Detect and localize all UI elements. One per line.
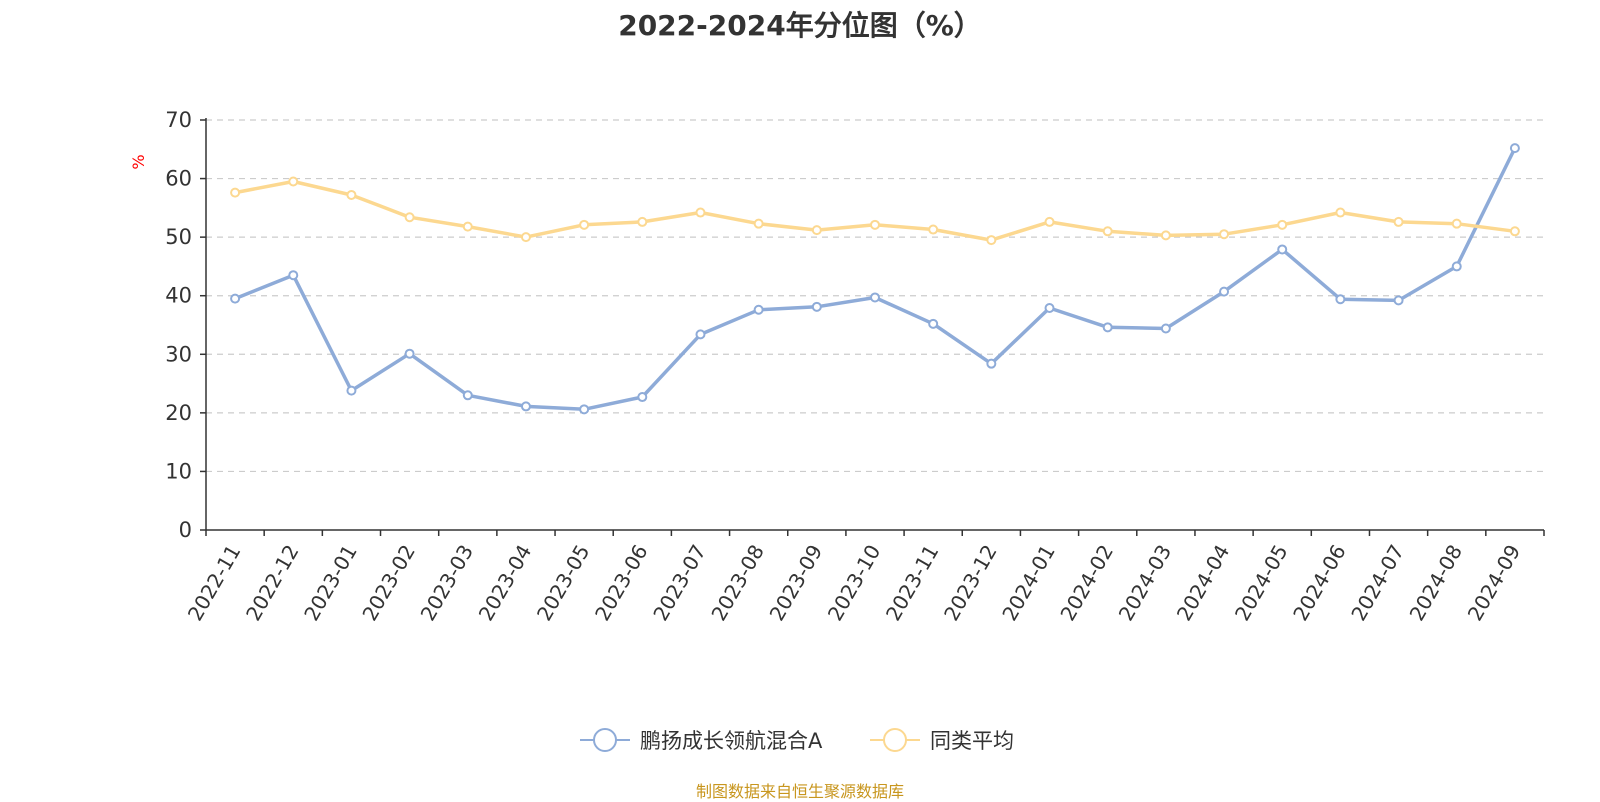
x-tick-label: 2024-08 <box>1404 541 1467 625</box>
x-tick-label: 2024-07 <box>1346 541 1409 625</box>
data-point[interactable] <box>404 348 415 359</box>
x-tick-label: 2023-01 <box>299 541 362 625</box>
y-tick-label: 50 <box>165 225 192 249</box>
data-point[interactable] <box>1451 261 1462 272</box>
legend-label: 同类平均 <box>930 729 1014 753</box>
data-point[interactable] <box>288 176 299 187</box>
legend[interactable]: 鹏扬成长领航混合A 同类平均 <box>580 728 1014 753</box>
data-point[interactable] <box>986 358 997 369</box>
data-point[interactable] <box>520 401 531 412</box>
x-tick-label: 2022-12 <box>241 541 304 625</box>
x-tick-label: 2023-09 <box>765 541 828 625</box>
data-point[interactable] <box>695 329 706 340</box>
data-point[interactable] <box>520 232 531 243</box>
x-tick-label: 2023-02 <box>357 541 420 625</box>
x-tick-label: 2023-12 <box>939 541 1002 625</box>
data-point[interactable] <box>404 212 415 223</box>
data-point[interactable] <box>1102 322 1113 333</box>
data-point[interactable] <box>637 216 648 227</box>
data-point[interactable] <box>1509 143 1520 154</box>
axes: 0102030405060702022-112022-122023-012023… <box>165 108 1545 625</box>
data-point[interactable] <box>462 390 473 401</box>
data-point[interactable] <box>230 187 241 198</box>
data-point[interactable] <box>928 318 939 329</box>
x-tick-label: 2023-10 <box>823 541 886 625</box>
data-point[interactable] <box>288 270 299 281</box>
data-point[interactable] <box>230 293 241 304</box>
data-point[interactable] <box>346 385 357 396</box>
x-tick-label: 2023-06 <box>590 541 653 625</box>
data-point[interactable] <box>811 301 822 312</box>
data-point[interactable] <box>811 225 822 236</box>
data-point[interactable] <box>1160 323 1171 334</box>
x-tick-label: 2023-08 <box>706 541 769 625</box>
series-lines <box>230 143 1520 415</box>
y-tick-label: 70 <box>165 108 192 132</box>
data-point[interactable] <box>753 304 764 315</box>
data-point[interactable] <box>579 404 590 415</box>
legend-label: 鹏扬成长领航混合A <box>640 729 823 753</box>
x-tick-label: 2024-02 <box>1055 541 1118 625</box>
data-point[interactable] <box>1393 295 1404 306</box>
data-point[interactable] <box>1102 226 1113 237</box>
data-point[interactable] <box>928 224 939 235</box>
x-tick-label: 2024-01 <box>997 541 1060 625</box>
data-point[interactable] <box>1219 286 1230 297</box>
x-tick-label: 2024-04 <box>1172 541 1235 625</box>
y-axis-unit-label: % <box>129 154 148 169</box>
data-point[interactable] <box>462 221 473 232</box>
x-tick-label: 2023-03 <box>416 541 479 625</box>
data-point[interactable] <box>1393 216 1404 227</box>
data-point[interactable] <box>1335 294 1346 305</box>
data-point[interactable] <box>695 207 706 218</box>
y-tick-label: 10 <box>165 459 192 483</box>
gridlines <box>206 119 1544 473</box>
x-tick-label: 2023-04 <box>474 541 537 625</box>
data-point[interactable] <box>986 235 997 246</box>
legend-marker-icon <box>883 728 907 752</box>
x-tick-label: 2023-07 <box>648 541 711 625</box>
data-point[interactable] <box>346 189 357 200</box>
x-tick-label: 2024-03 <box>1114 541 1177 625</box>
data-point[interactable] <box>1044 216 1055 227</box>
legend-item-2[interactable]: 同类平均 <box>870 728 1014 753</box>
data-point[interactable] <box>1277 219 1288 230</box>
x-tick-label: 2023-11 <box>881 541 944 625</box>
x-tick-label: 2024-06 <box>1288 541 1351 625</box>
source-note: 制图数据来自恒生聚源数据库 <box>695 782 904 801</box>
legend-marker-icon <box>593 728 617 752</box>
data-point[interactable] <box>753 218 764 229</box>
data-point[interactable] <box>1451 218 1462 229</box>
data-point[interactable] <box>637 392 648 403</box>
chart-title: 2022-2024年分位图（%） <box>618 9 982 42</box>
data-point[interactable] <box>870 219 880 230</box>
data-point[interactable] <box>1044 303 1055 314</box>
data-point[interactable] <box>1277 244 1288 255</box>
y-tick-label: 30 <box>165 342 192 366</box>
y-tick-label: 40 <box>165 284 192 308</box>
data-point[interactable] <box>579 219 590 230</box>
x-tick-label: 2024-09 <box>1463 541 1526 625</box>
legend-item-1[interactable]: 鹏扬成长领航混合A <box>580 728 823 753</box>
series-line-1 <box>234 147 1517 412</box>
x-tick-label: 2024-05 <box>1230 541 1293 625</box>
x-tick-label: 2022-11 <box>183 541 246 625</box>
y-tick-label: 60 <box>165 167 192 191</box>
data-point[interactable] <box>1219 229 1230 240</box>
data-point[interactable] <box>870 292 880 303</box>
y-tick-label: 20 <box>165 401 192 425</box>
y-tick-label: 0 <box>179 518 192 542</box>
data-point[interactable] <box>1509 226 1520 237</box>
x-tick-label: 2023-05 <box>532 541 595 625</box>
data-point[interactable] <box>1335 207 1346 218</box>
data-point[interactable] <box>1160 230 1171 241</box>
series-line-2 <box>234 179 1516 242</box>
